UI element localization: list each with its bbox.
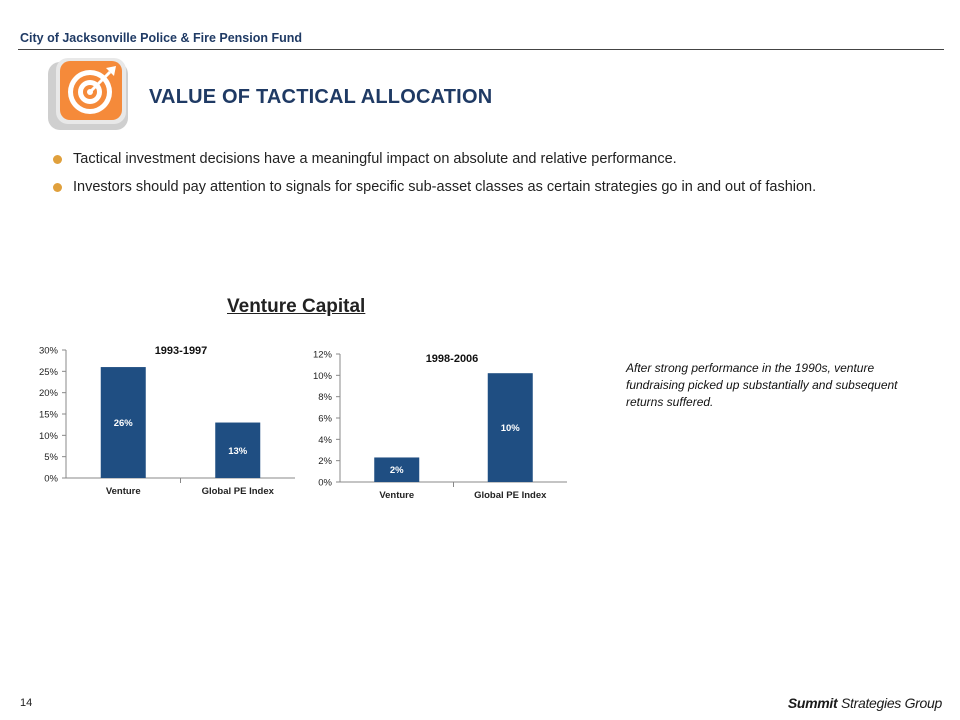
bullet-dot-icon	[53, 155, 62, 164]
x-tick-label: Global PE Index	[474, 490, 547, 501]
y-tick-label: 30%	[39, 346, 59, 357]
section-title: Venture Capital	[227, 296, 366, 317]
bar	[100, 367, 146, 478]
x-tick-label: Global PE Index	[202, 486, 275, 497]
y-tick-label: 4%	[318, 435, 332, 446]
bar-value-label: 2%	[390, 465, 404, 476]
y-tick-label: 5%	[44, 452, 58, 463]
bar	[215, 422, 261, 478]
y-tick-label: 25%	[39, 367, 59, 378]
bar	[374, 457, 420, 482]
bar-value-label: 13%	[228, 446, 248, 457]
bullet-list: Tactical investment decisions have a mea…	[52, 150, 912, 206]
company-logo: Summit Strategies Group	[788, 695, 942, 711]
bullet-text: Investors should pay attention to signal…	[73, 179, 817, 195]
y-tick-label: 8%	[318, 392, 332, 403]
bar-chart-1993-1997: 1993-1997 0% 5% 10% 15% 20% 25% 30% 26% Venture 13…	[28, 338, 298, 510]
target-icon	[46, 56, 132, 132]
chart-title: 1993-1997	[155, 345, 208, 357]
page-number: 14	[20, 697, 33, 709]
bullet-item: Tactical investment decisions have a mea…	[52, 150, 912, 169]
y-tick-label: 6%	[318, 414, 332, 425]
y-tick-label: 2%	[318, 456, 332, 467]
chart-svg: 1998-2006 0% 2% 4% 6% 8% 10% 12% 2% Venture 10% Glo…	[313, 350, 567, 501]
chart-title: 1998-2006	[426, 353, 479, 365]
bullet-item: Investors should pay attention to signal…	[52, 178, 912, 197]
slide-title: VALUE OF TACTICAL ALLOCATION	[149, 86, 493, 108]
bar-value-label: 26%	[114, 418, 134, 429]
bar	[487, 373, 533, 482]
logo-bold-text: Summit	[787, 695, 838, 711]
y-tick-label: 10%	[313, 371, 333, 382]
y-tick-label: 0%	[44, 474, 58, 485]
chart-note: After strong performance in the 1990s, v…	[626, 361, 898, 409]
chart-svg: 1993-1997 0% 5% 10% 15% 20% 25% 30% 26% Venture 13…	[39, 345, 295, 497]
bullet-dot-icon	[53, 183, 62, 192]
y-tick-label: 20%	[39, 388, 59, 399]
bar-chart-1998-2006: 1998-2006 0% 2% 4% 6% 8% 10% 12% 2% Venture 10% Glo…	[302, 340, 572, 510]
header-rule	[18, 49, 944, 50]
y-tick-label: 10%	[39, 431, 59, 442]
y-tick-label: 12%	[313, 350, 333, 361]
bar-value-label: 10%	[501, 423, 521, 434]
x-tick-label: Venture	[106, 486, 141, 497]
y-tick-label: 0%	[318, 478, 332, 489]
y-tick-label: 15%	[39, 410, 59, 421]
bullet-text: Tactical investment decisions have a mea…	[73, 151, 677, 167]
header-org-name: City of Jacksonville Police & Fire Pensi…	[20, 31, 303, 45]
x-tick-label: Venture	[379, 490, 414, 501]
logo-text: Strategies Group	[837, 695, 942, 711]
